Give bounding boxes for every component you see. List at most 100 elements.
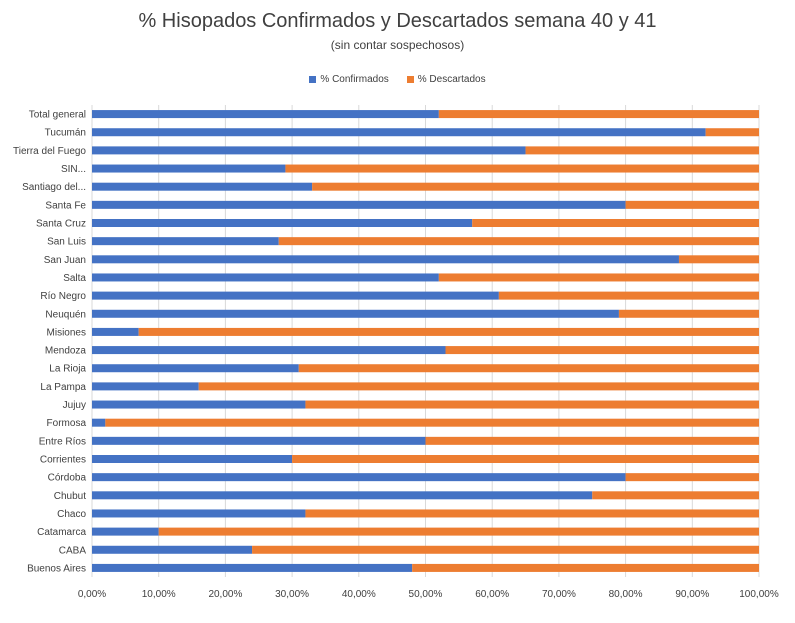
x-tick-label: 30,00%	[275, 589, 309, 600]
bar-descartados	[412, 563, 759, 572]
legend-item-confirmados: % Confirmados	[309, 74, 389, 85]
category-label: Jujuy	[63, 400, 86, 411]
legend-swatch-confirmados	[309, 76, 317, 83]
bar-descartados	[425, 436, 759, 445]
category-label: Chubut	[54, 491, 86, 502]
category-label: Santiago del...	[22, 182, 86, 193]
bar-confirmados	[92, 382, 199, 391]
bar-descartados	[298, 364, 759, 373]
bar-confirmados	[92, 146, 526, 155]
bar-confirmados	[92, 491, 593, 500]
bar-confirmados	[92, 364, 299, 373]
bar-descartados	[625, 200, 759, 209]
bar-confirmados	[92, 400, 306, 409]
bar-descartados	[198, 382, 760, 391]
legend-label-descartados: % Descartados	[417, 74, 486, 85]
bar-descartados	[292, 455, 759, 463]
bar-descartados	[158, 527, 759, 536]
bar-confirmados	[92, 436, 426, 445]
bar-confirmados	[92, 255, 679, 264]
category-label: Córdoba	[48, 473, 87, 484]
category-label: Entre Ríos	[39, 436, 86, 447]
x-tick-label: 40,00%	[342, 589, 376, 600]
bar-confirmados	[92, 182, 313, 191]
legend-label-confirmados: % Confirmados	[320, 74, 389, 85]
x-tick-label: 60,00%	[475, 589, 509, 600]
legend: % Confirmados % Descartados	[0, 74, 795, 85]
bar-confirmados	[92, 509, 306, 518]
bar-confirmados	[92, 563, 413, 572]
bar-descartados	[438, 110, 759, 119]
x-tick-label: 50,00%	[409, 589, 443, 600]
bar-confirmados	[92, 200, 626, 209]
category-label: CABA	[59, 545, 87, 556]
bar-descartados	[525, 146, 759, 155]
category-label: Río Negro	[40, 291, 86, 302]
x-tick-label: 10,00%	[142, 589, 176, 600]
bar-descartados	[498, 291, 759, 300]
category-label: Catamarca	[37, 527, 86, 538]
bar-confirmados	[92, 110, 439, 119]
bar-descartados	[305, 400, 759, 409]
bar-confirmados	[92, 346, 446, 355]
x-tick-label: 100,00%	[739, 589, 779, 600]
bar-descartados	[705, 128, 759, 137]
bar-confirmados	[92, 128, 706, 137]
bar-descartados	[472, 219, 759, 227]
bar-descartados	[592, 491, 759, 500]
bar-confirmados	[92, 273, 439, 282]
bar-confirmados	[92, 219, 473, 227]
category-label: Salta	[63, 273, 86, 284]
category-label: Chaco	[57, 509, 86, 520]
bar-confirmados	[92, 327, 139, 336]
bar-confirmados	[92, 418, 106, 427]
category-label: Formosa	[47, 418, 87, 429]
legend-swatch-descartados	[406, 76, 414, 83]
bar-descartados	[445, 346, 759, 355]
category-label: La Rioja	[49, 364, 86, 375]
chart-subtitle: (sin contar sospechosos)	[330, 38, 465, 52]
category-label: Total general	[29, 110, 86, 121]
category-label: Neuquén	[45, 309, 86, 320]
category-label: Tucumán	[45, 128, 86, 139]
bar-confirmados	[92, 237, 279, 246]
bar-descartados	[252, 545, 759, 554]
bar-confirmados	[92, 545, 253, 554]
chart-title: % Hisopados Confirmados y Descartados se…	[138, 10, 657, 32]
x-tick-label: 20,00%	[208, 589, 242, 600]
x-tick-label: 90,00%	[675, 589, 709, 600]
category-label: San Luis	[47, 237, 86, 248]
bar-descartados	[678, 255, 759, 264]
category-label: Misiones	[47, 327, 86, 338]
x-tick-label: 0,00%	[78, 589, 106, 600]
bar-descartados	[438, 273, 759, 282]
x-tick-label: 70,00%	[542, 589, 576, 600]
category-label: San Juan	[44, 255, 86, 266]
category-label: Tierra del Fuego	[13, 146, 86, 157]
category-label: SIN...	[61, 164, 86, 175]
bar-descartados	[285, 164, 759, 173]
bar-descartados	[618, 309, 759, 318]
bar-descartados	[278, 237, 759, 246]
bar-confirmados	[92, 455, 293, 463]
bar-descartados	[312, 182, 759, 191]
category-label: Santa Cruz	[36, 219, 86, 230]
category-label: Buenos Aires	[27, 563, 86, 574]
bar-descartados	[138, 327, 759, 336]
legend-item-descartados: % Descartados	[406, 74, 486, 85]
bar-descartados	[625, 473, 759, 482]
bar-confirmados	[92, 291, 499, 300]
bar-descartados	[105, 418, 760, 427]
bar-descartados	[305, 509, 759, 518]
x-tick-label: 80,00%	[609, 589, 643, 600]
category-label: Santa Fe	[45, 200, 86, 211]
bar-confirmados	[92, 309, 619, 318]
bar-confirmados	[92, 473, 626, 482]
bar-confirmados	[92, 164, 286, 173]
category-label: La Pampa	[40, 382, 86, 393]
bar-confirmados	[92, 527, 159, 536]
category-label: Mendoza	[45, 346, 87, 357]
category-label: Corrientes	[40, 455, 86, 466]
